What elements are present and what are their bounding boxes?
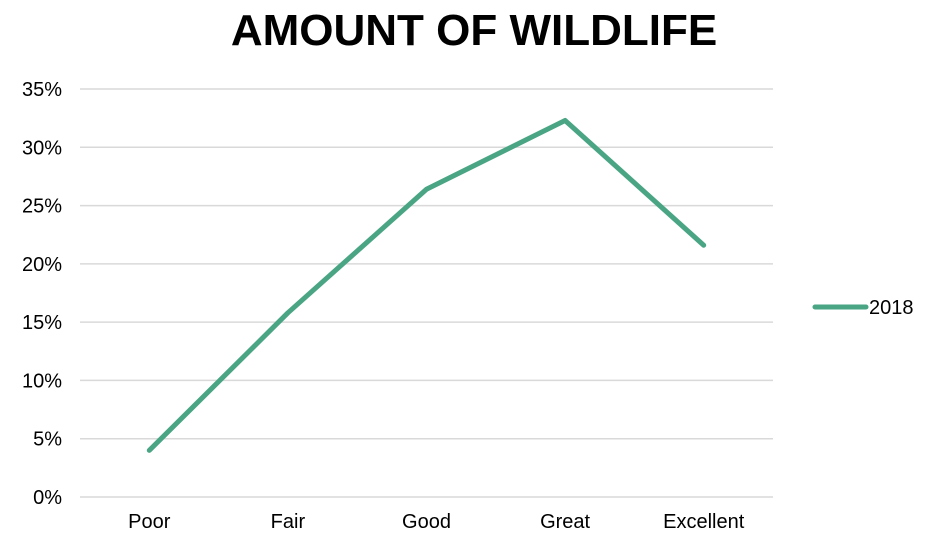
chart-title: AMOUNT OF WILDLIFE bbox=[231, 6, 717, 55]
x-tick-label: Poor bbox=[128, 511, 171, 533]
series-lines bbox=[146, 117, 707, 453]
y-tick-label: 0% bbox=[33, 487, 62, 509]
gridlines bbox=[80, 88, 773, 498]
y-tick-label: 15% bbox=[22, 312, 62, 334]
y-tick-label: 10% bbox=[22, 370, 62, 392]
y-tick-label: 20% bbox=[22, 254, 62, 276]
x-tick-label: Great bbox=[540, 511, 590, 533]
legend-label: 2018 bbox=[869, 297, 914, 319]
y-tick-label: 30% bbox=[22, 137, 62, 159]
x-tick-label: Good bbox=[402, 511, 451, 533]
y-tick-label: 35% bbox=[22, 79, 62, 101]
x-tick-label: Fair bbox=[271, 511, 306, 533]
y-tick-label: 25% bbox=[22, 196, 62, 218]
y-tick-label: 5% bbox=[33, 429, 62, 451]
y-axis-tick-labels: 0% 5% 10% 15% 20% 25% 30% 35% bbox=[22, 79, 62, 509]
legend: 2018 bbox=[812, 297, 914, 319]
series-line-2018 bbox=[146, 117, 707, 453]
x-axis-tick-labels: Poor Fair Good Great Excellent bbox=[128, 511, 745, 533]
x-tick-label: Excellent bbox=[663, 511, 745, 533]
